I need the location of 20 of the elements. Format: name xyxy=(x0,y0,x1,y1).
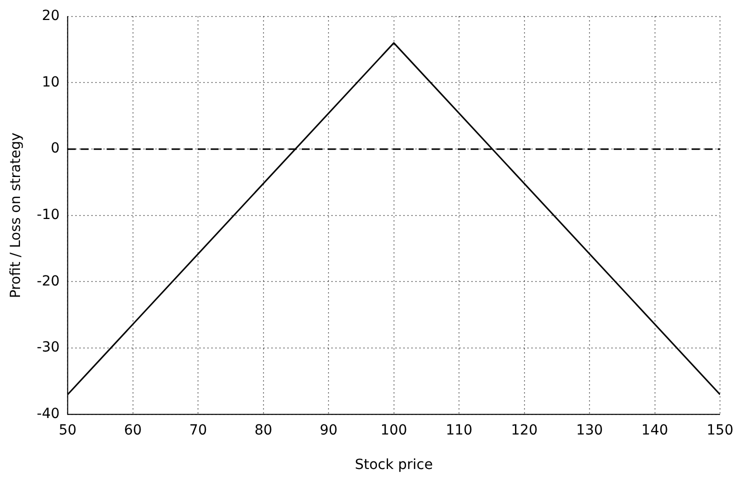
x-tick-label: 70 xyxy=(189,422,208,438)
y-tick-label: 20 xyxy=(42,8,60,24)
x-tick-label: 90 xyxy=(320,422,338,438)
x-tick-label: 50 xyxy=(58,422,77,438)
y-tick-label: 0 xyxy=(50,140,60,157)
y-tick-label: -10 xyxy=(36,207,60,224)
y-tick-label: -30 xyxy=(36,340,60,356)
x-tick-label: 60 xyxy=(124,422,142,438)
x-tick-label: 100 xyxy=(380,422,408,438)
x-tick-label: 140 xyxy=(641,422,668,438)
x-tick-label: 130 xyxy=(576,422,603,438)
x-tick-label: 120 xyxy=(510,422,538,438)
y-tick-label: 10 xyxy=(42,74,60,90)
y-tick-label: -40 xyxy=(36,406,60,422)
x-tick-label: 110 xyxy=(446,422,472,438)
y-axis-title: Profit / Loss on strategy xyxy=(8,132,24,298)
x-tick-label: 80 xyxy=(254,422,272,438)
x-axis-title: Stock price xyxy=(354,457,433,474)
x-tick-label: 150 xyxy=(706,422,734,438)
y-tick-label: -20 xyxy=(36,273,60,290)
